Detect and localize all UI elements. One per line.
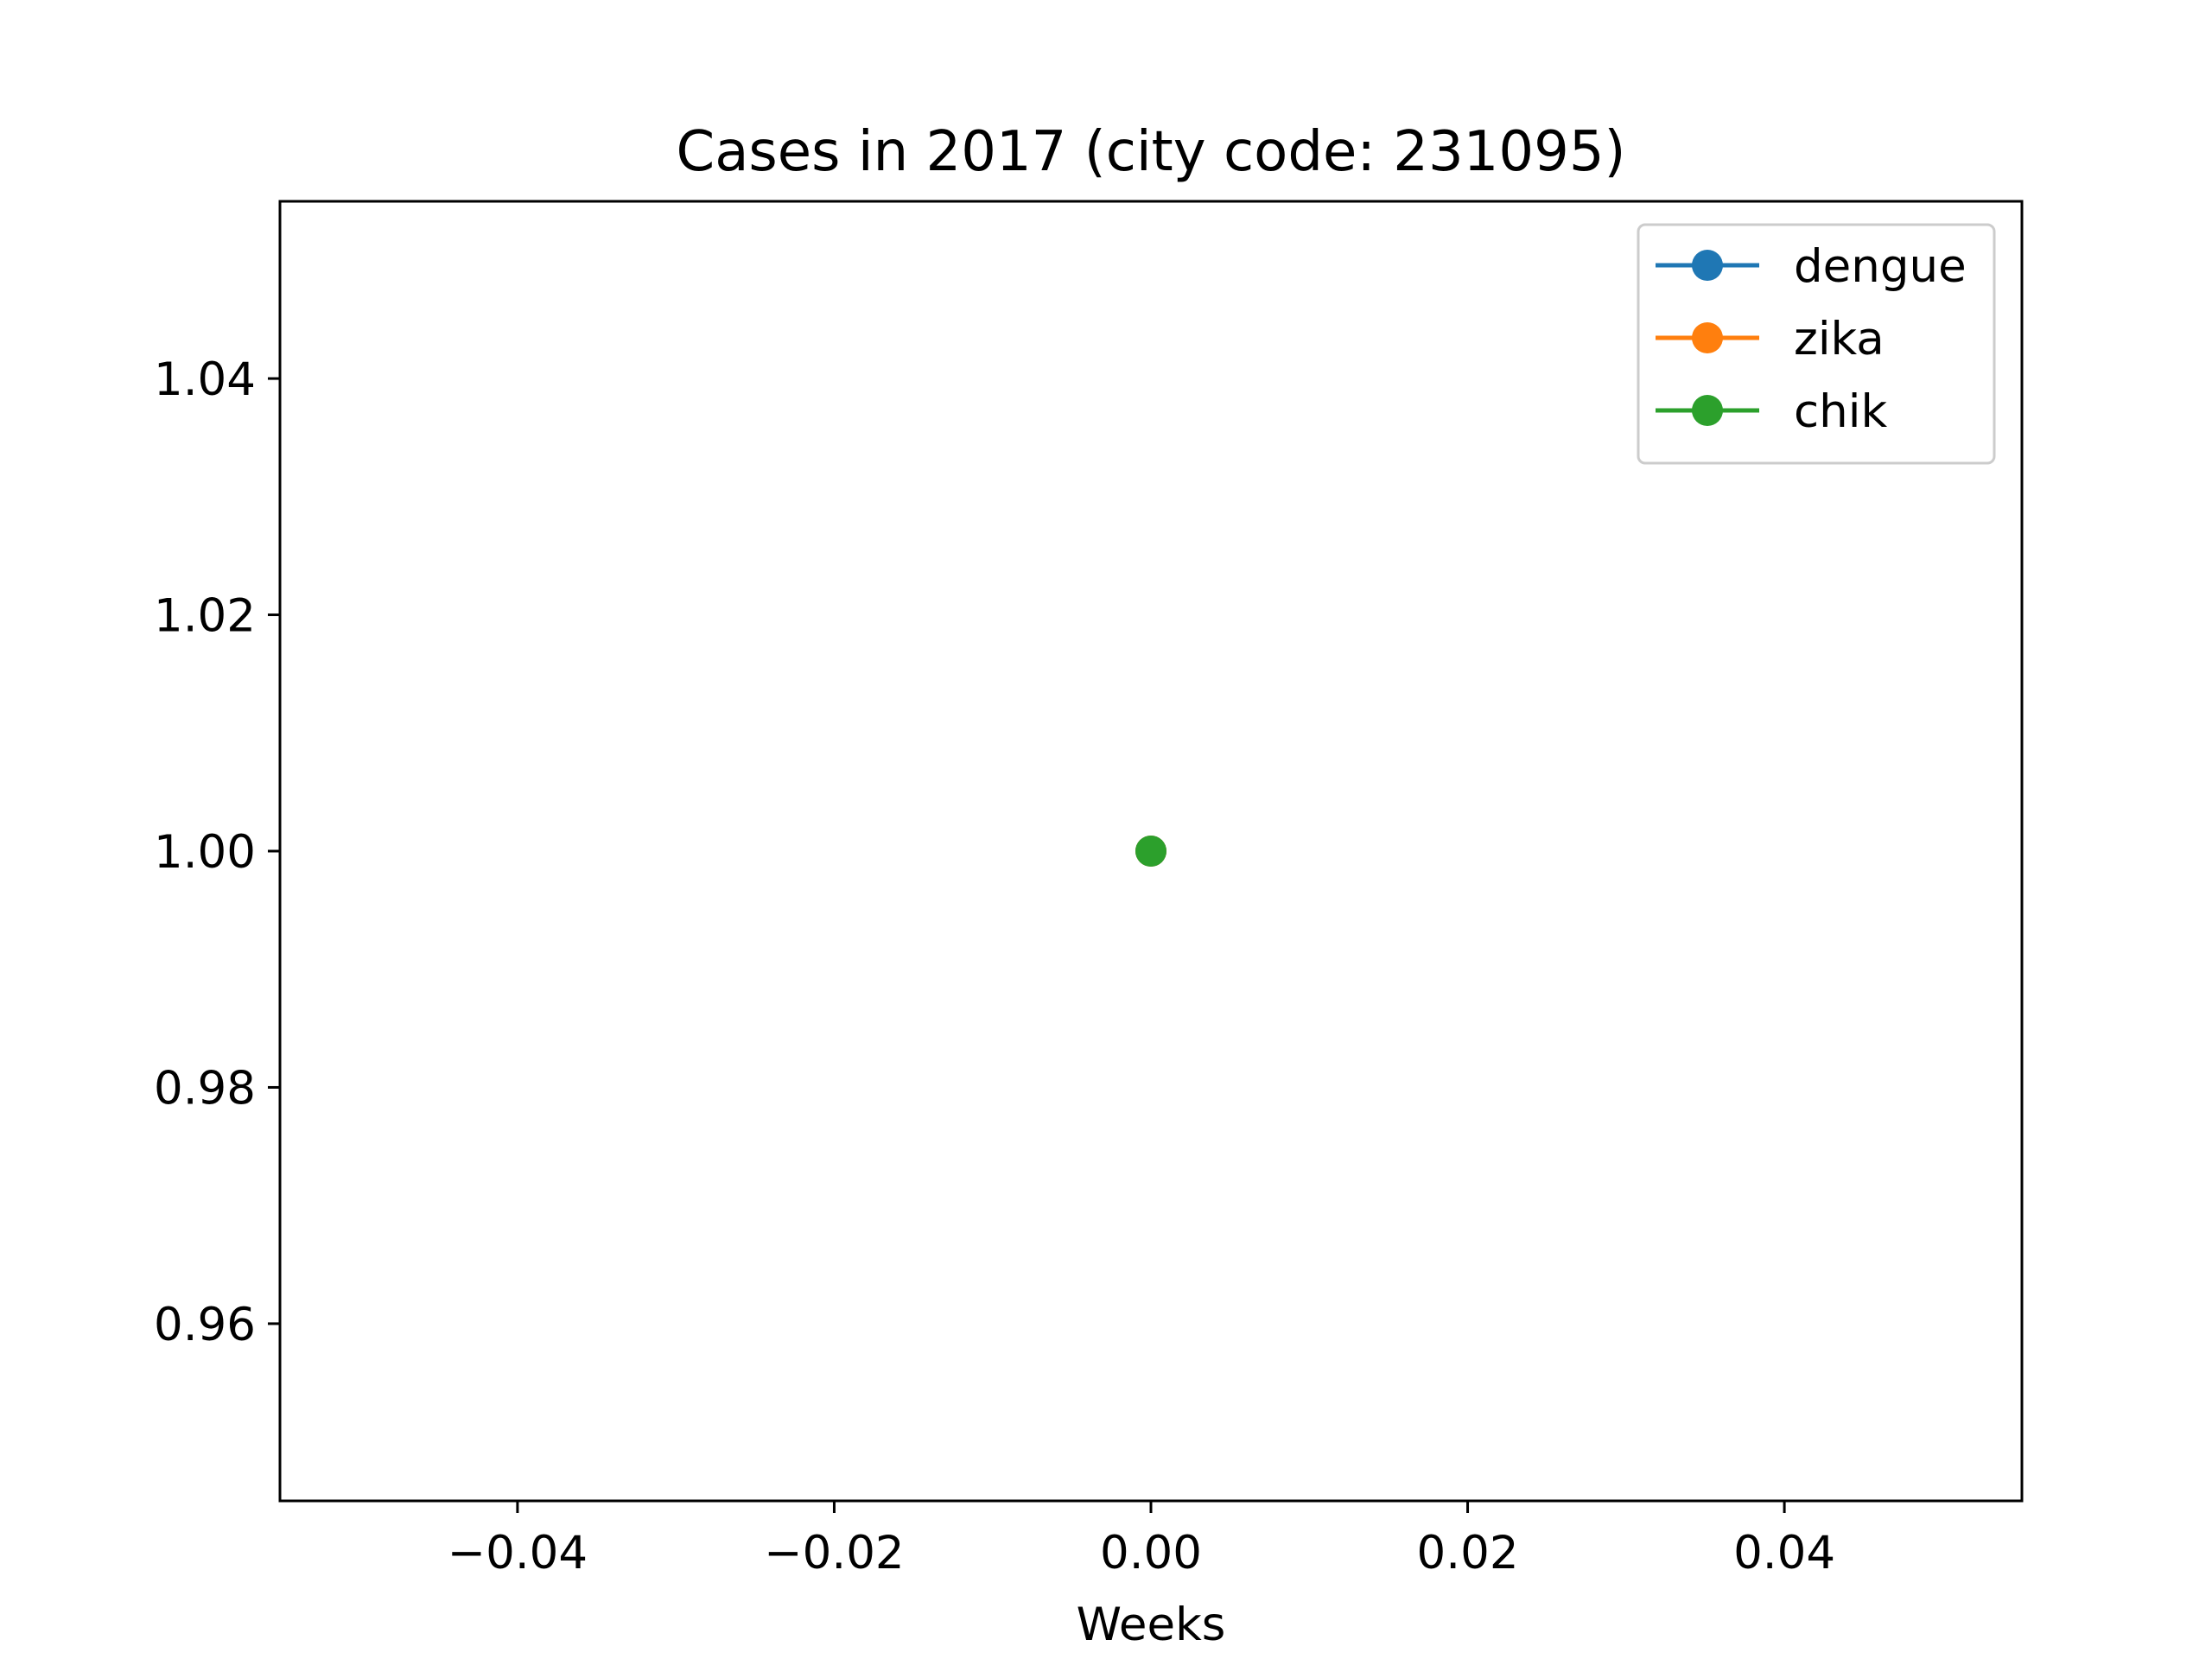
- x-tick-label: −0.04: [448, 1527, 588, 1580]
- y-tick-label: 0.96: [154, 1299, 256, 1351]
- legend-label-chik: chik: [1794, 385, 1887, 438]
- chart-title: Cases in 2017 (city code: 231095): [677, 120, 1626, 184]
- x-tick-label: 0.04: [1733, 1527, 1835, 1580]
- x-tick-label: −0.02: [764, 1527, 904, 1580]
- legend-label-dengue: dengue: [1794, 240, 1967, 293]
- x-tick-label: 0.02: [1417, 1527, 1519, 1580]
- x-tick-label: 0.00: [1100, 1527, 1202, 1580]
- y-tick-label: 1.04: [154, 353, 256, 406]
- data-point-chik: [1135, 836, 1166, 867]
- y-tick-label: 0.98: [154, 1062, 256, 1115]
- y-tick-label: 1.02: [154, 590, 256, 643]
- legend-marker-dengue: [1692, 250, 1723, 281]
- legend-label-zika: zika: [1794, 313, 1885, 365]
- legend-box: [1637, 223, 1996, 465]
- plot-frame: [278, 200, 2024, 1503]
- legend-marker-chik: [1692, 395, 1723, 426]
- axes-layer: −0.04 −0.02 0.00 0.02 0.04 0.96 0.98 1.00 1.02 1.…: [154, 353, 1835, 1580]
- legend-marker-zika: [1692, 322, 1723, 353]
- y-tick-label: 1.00: [154, 826, 256, 879]
- series-layer: [1135, 836, 1166, 867]
- x-axis-label: Weeks: [1077, 1599, 1226, 1651]
- legend: dengue zika chik: [1637, 223, 1996, 465]
